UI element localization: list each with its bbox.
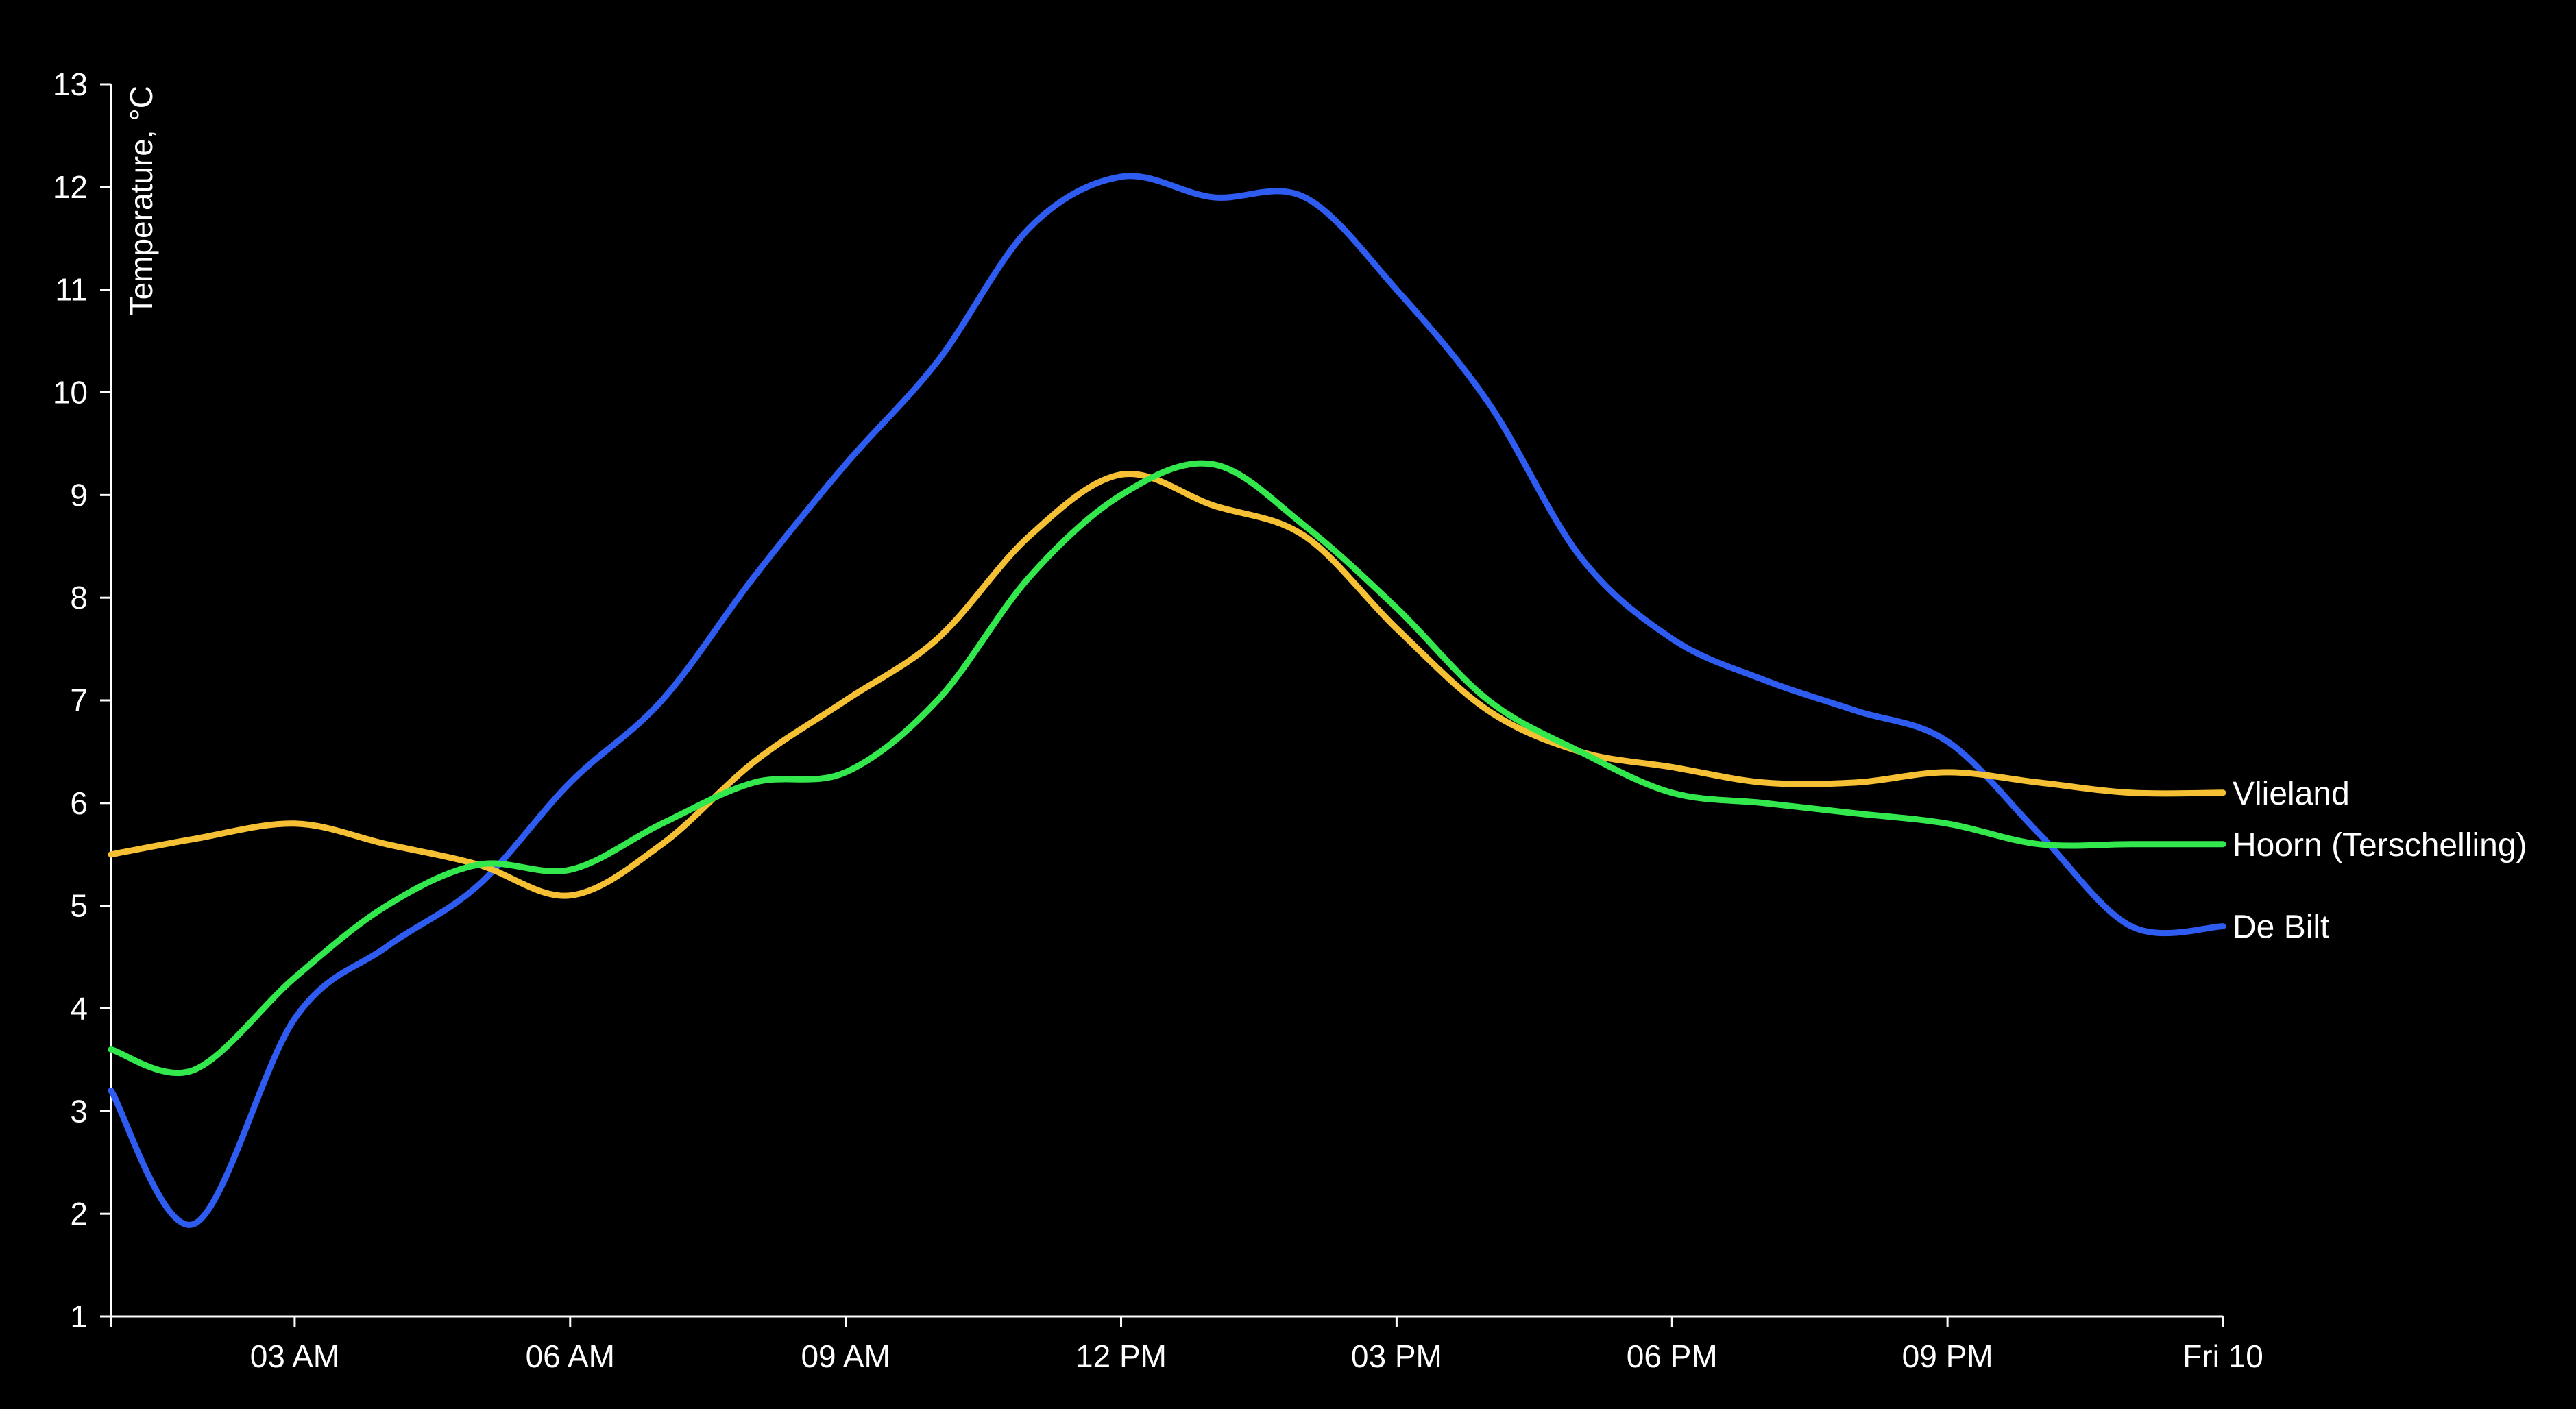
x-tick-label: 03 PM bbox=[1351, 1338, 1442, 1374]
y-tick-label: 7 bbox=[70, 683, 88, 718]
y-tick-label: 8 bbox=[70, 580, 88, 615]
x-tick-label: 09 PM bbox=[1902, 1338, 1993, 1374]
x-tick-label: 06 AM bbox=[526, 1338, 615, 1374]
y-tick-label: 2 bbox=[70, 1196, 88, 1232]
series-line-hoorn-terschelling bbox=[108, 460, 2226, 1077]
series-line-de-bilt bbox=[108, 173, 2226, 1228]
y-tick-label: 3 bbox=[70, 1093, 88, 1129]
series-label-de-bilt: De Bilt bbox=[2233, 909, 2329, 946]
x-tick-label: Fri 10 bbox=[2183, 1338, 2263, 1374]
x-tick-label: 06 PM bbox=[1627, 1338, 1718, 1374]
series-label-hoorn-terschelling: Hoorn (Terschelling) bbox=[2233, 827, 2527, 863]
series-lines bbox=[108, 173, 2226, 1228]
y-tick-label: 12 bbox=[53, 169, 88, 205]
y-tick-label: 5 bbox=[70, 888, 88, 924]
x-tick-label: 09 AM bbox=[801, 1338, 890, 1374]
y-tick-label: 11 bbox=[55, 272, 88, 308]
y-tick-label: 9 bbox=[70, 477, 88, 513]
y-tick-label: 6 bbox=[70, 785, 88, 821]
x-axis: 03 AM 06 AM 09 AM 12 PM 03 PM 06 PM 09 PM Fri 1… bbox=[110, 1315, 2263, 1374]
y-tick-label: 4 bbox=[70, 991, 88, 1027]
y-tick-label: 10 bbox=[53, 375, 88, 411]
y-tick-label: 13 bbox=[53, 66, 88, 102]
series-labels: De Bilt Vlieland Hoorn (Terschelling) bbox=[2233, 776, 2527, 946]
y-tick-label: 1 bbox=[70, 1299, 88, 1334]
y-axis-title: Temperature, °C bbox=[123, 86, 159, 315]
x-tick-label: 03 AM bbox=[250, 1338, 339, 1374]
x-tick-label: 12 PM bbox=[1076, 1338, 1167, 1374]
series-line-vlieland bbox=[108, 470, 2226, 899]
series-label-vlieland: Vlieland bbox=[2233, 776, 2350, 812]
